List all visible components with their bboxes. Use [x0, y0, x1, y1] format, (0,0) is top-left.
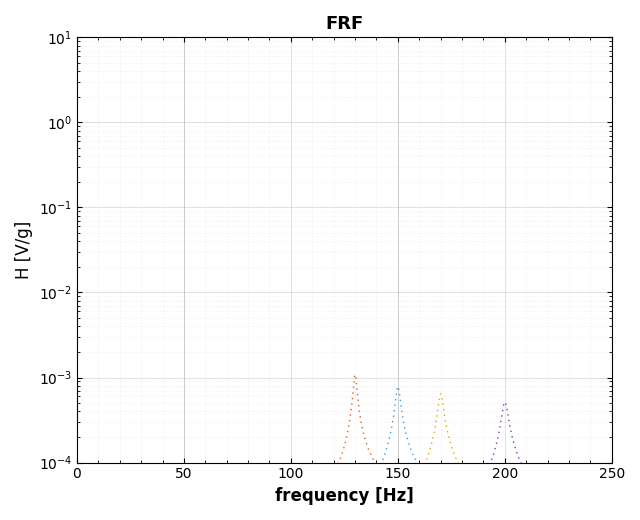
Y-axis label: H [V/g]: H [V/g] — [15, 221, 33, 279]
X-axis label: frequency [Hz]: frequency [Hz] — [275, 487, 414, 505]
Title: FRF: FRF — [325, 15, 364, 33]
